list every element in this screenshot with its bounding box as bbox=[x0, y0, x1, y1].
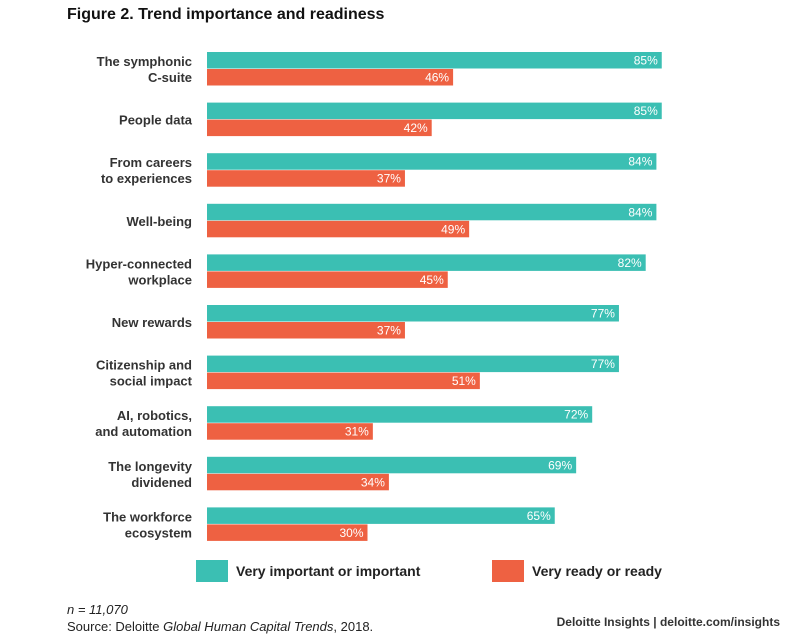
data-label: 84% bbox=[628, 155, 652, 169]
bar-important bbox=[207, 355, 619, 373]
bar-important bbox=[207, 456, 577, 474]
brand-credit: Deloitte Insights | deloitte.com/insight… bbox=[556, 615, 780, 629]
source-suffix: , 2018. bbox=[333, 619, 374, 634]
data-label: 31% bbox=[345, 425, 369, 439]
legend-swatch bbox=[196, 560, 228, 582]
legend-swatch bbox=[492, 560, 524, 582]
source-title: Global Human Capital Trends bbox=[163, 619, 334, 634]
source-prefix: Source: Deloitte bbox=[67, 619, 164, 634]
data-label: 77% bbox=[591, 357, 615, 371]
bar-important bbox=[207, 305, 619, 322]
category-label: C-suite bbox=[148, 70, 192, 85]
category-label: New rewards bbox=[112, 315, 192, 330]
category-label: The workforce bbox=[103, 509, 192, 524]
bar-ready bbox=[207, 524, 368, 541]
category-label: ecosystem bbox=[125, 525, 192, 540]
data-label: 37% bbox=[377, 172, 401, 186]
bar-ready bbox=[207, 322, 405, 339]
data-label: 30% bbox=[339, 526, 363, 540]
bar-ready bbox=[207, 170, 405, 187]
category-label: social impact bbox=[110, 374, 193, 389]
bar-important bbox=[207, 102, 662, 120]
category-label: The symphonic bbox=[97, 54, 192, 69]
category-label: The longevity bbox=[108, 459, 193, 474]
bar-ready bbox=[207, 372, 480, 390]
legend-label: Very important or important bbox=[236, 563, 421, 579]
bar-important bbox=[207, 406, 593, 423]
bar-important bbox=[207, 203, 657, 221]
bar-important bbox=[207, 153, 657, 170]
category-label: workplace bbox=[127, 272, 192, 287]
sample-size-note: n = 11,070 bbox=[67, 602, 128, 617]
source-note: Source: Deloitte Global Human Capital Tr… bbox=[67, 619, 373, 634]
data-label: 85% bbox=[634, 54, 658, 68]
bar-ready bbox=[207, 119, 432, 137]
data-label: 46% bbox=[425, 71, 449, 85]
data-label: 65% bbox=[527, 509, 551, 523]
data-label: 82% bbox=[618, 256, 642, 270]
bar-important bbox=[207, 507, 555, 524]
data-label: 37% bbox=[377, 324, 401, 338]
data-label: 51% bbox=[452, 374, 476, 388]
category-label: People data bbox=[119, 113, 193, 128]
bar-ready bbox=[207, 271, 448, 288]
data-label: 34% bbox=[361, 475, 385, 489]
bar-important bbox=[207, 254, 646, 271]
bar-ready bbox=[207, 473, 389, 491]
category-label: AI, robotics, bbox=[117, 408, 192, 423]
category-label: to experiences bbox=[101, 171, 192, 186]
bar-ready bbox=[207, 220, 470, 238]
bar-ready bbox=[207, 69, 454, 86]
category-label: dividened bbox=[131, 475, 192, 490]
category-label: From careers bbox=[110, 155, 192, 170]
bar-important bbox=[207, 52, 662, 69]
category-label: Hyper-connected bbox=[86, 256, 192, 271]
category-label: Well-being bbox=[127, 214, 193, 229]
data-label: 69% bbox=[548, 458, 572, 472]
category-label: Citizenship and bbox=[96, 358, 192, 373]
data-label: 77% bbox=[591, 307, 615, 321]
data-label: 42% bbox=[404, 121, 428, 135]
data-label: 84% bbox=[628, 205, 652, 219]
data-label: 49% bbox=[441, 222, 465, 236]
data-label: 85% bbox=[634, 104, 658, 118]
legend-label: Very ready or ready bbox=[532, 563, 662, 579]
chart-title: Figure 2. Trend importance and readiness bbox=[67, 6, 385, 23]
data-label: 45% bbox=[420, 273, 444, 287]
data-label: 72% bbox=[564, 408, 588, 422]
bar-ready bbox=[207, 423, 373, 440]
category-label: and automation bbox=[95, 424, 192, 439]
